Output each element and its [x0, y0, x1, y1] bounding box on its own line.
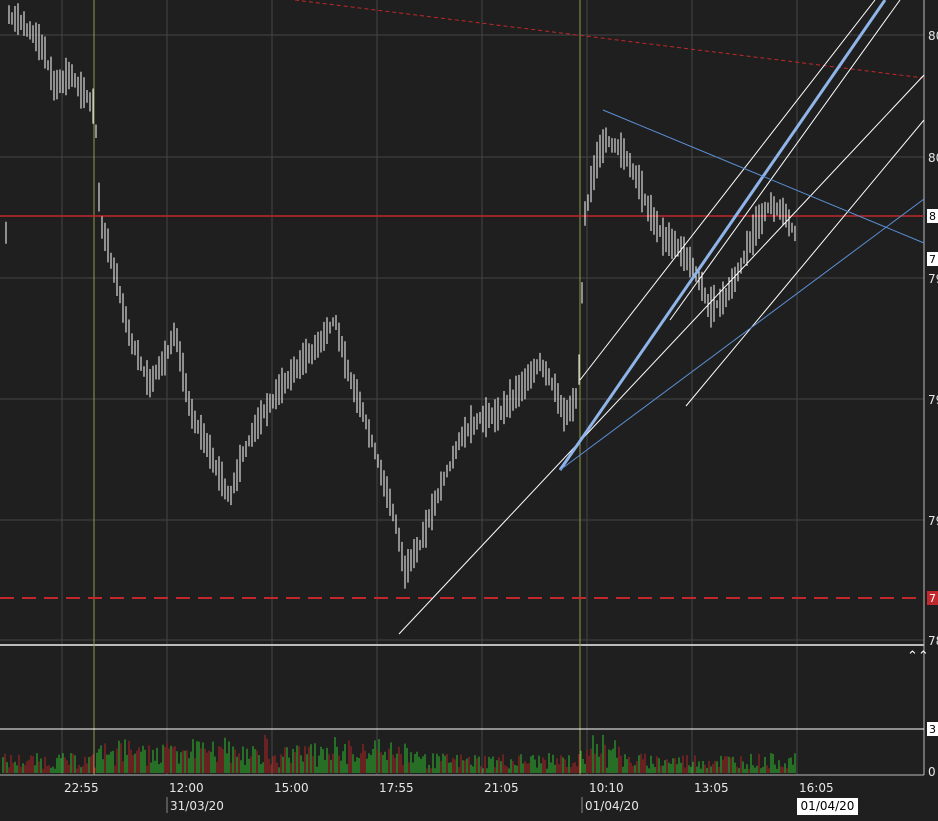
marker-last-price [927, 252, 938, 266]
marker-support-label: 7 [929, 592, 936, 605]
marker-last-price-label: 7 [929, 253, 936, 266]
date-label: 31/03/20 [170, 799, 224, 813]
price-axis-label: 79 [928, 393, 938, 407]
price-axis-label: 80 [928, 151, 938, 165]
time-label: 16:05 [799, 781, 834, 795]
price-axis-label: 79 [928, 514, 938, 528]
price-grid [0, 0, 925, 776]
volume-axis-label: 0 [928, 765, 936, 779]
time-label: 13:05 [694, 781, 729, 795]
session-separators [93, 0, 581, 775]
volume-bars [2, 734, 796, 773]
marker-volume-level [927, 722, 938, 736]
time-label: 12:00 [169, 781, 204, 795]
price-axis-label: 78 [928, 634, 938, 648]
time-axis[interactable]: 22:55 12:00 15:00 17:55 21:05 10:10 13:0… [64, 781, 834, 813]
channel-line-upper [579, 0, 876, 381]
level-lines[interactable] [0, 0, 925, 599]
price-axis[interactable]: 80 80 79 79 79 78 8 7 7 3 0 [927, 29, 938, 779]
blue-fan-upper [602, 109, 925, 244]
time-label: 17:55 [379, 781, 414, 795]
marker-resistance [927, 209, 938, 223]
marker-resistance-label: 8 [929, 210, 936, 223]
channel-line-lower [669, 0, 901, 321]
channel-median-line [558, 0, 887, 471]
time-label: 10:10 [589, 781, 624, 795]
current-date-badge: 01/04/20 [797, 798, 858, 815]
channel-line-bottom [685, 119, 925, 407]
price-axis-label: 80 [928, 29, 938, 43]
time-label: 22:55 [64, 781, 99, 795]
descending-dashed-trendline [294, 0, 925, 79]
chevron-up-double-icon[interactable]: ⌃⌃ [907, 649, 929, 664]
price-axis-label: 79 [928, 272, 938, 286]
drawing-tools[interactable] [398, 0, 925, 635]
date-label: 01/04/20 [585, 799, 639, 813]
time-label: 15:00 [274, 781, 309, 795]
volume-axis-label: 3 [929, 723, 936, 736]
price-bars [5, 3, 796, 589]
blue-fan-lower [559, 198, 925, 471]
trendline-white [398, 74, 925, 635]
time-label: 21:05 [484, 781, 519, 795]
marker-support [927, 591, 938, 605]
